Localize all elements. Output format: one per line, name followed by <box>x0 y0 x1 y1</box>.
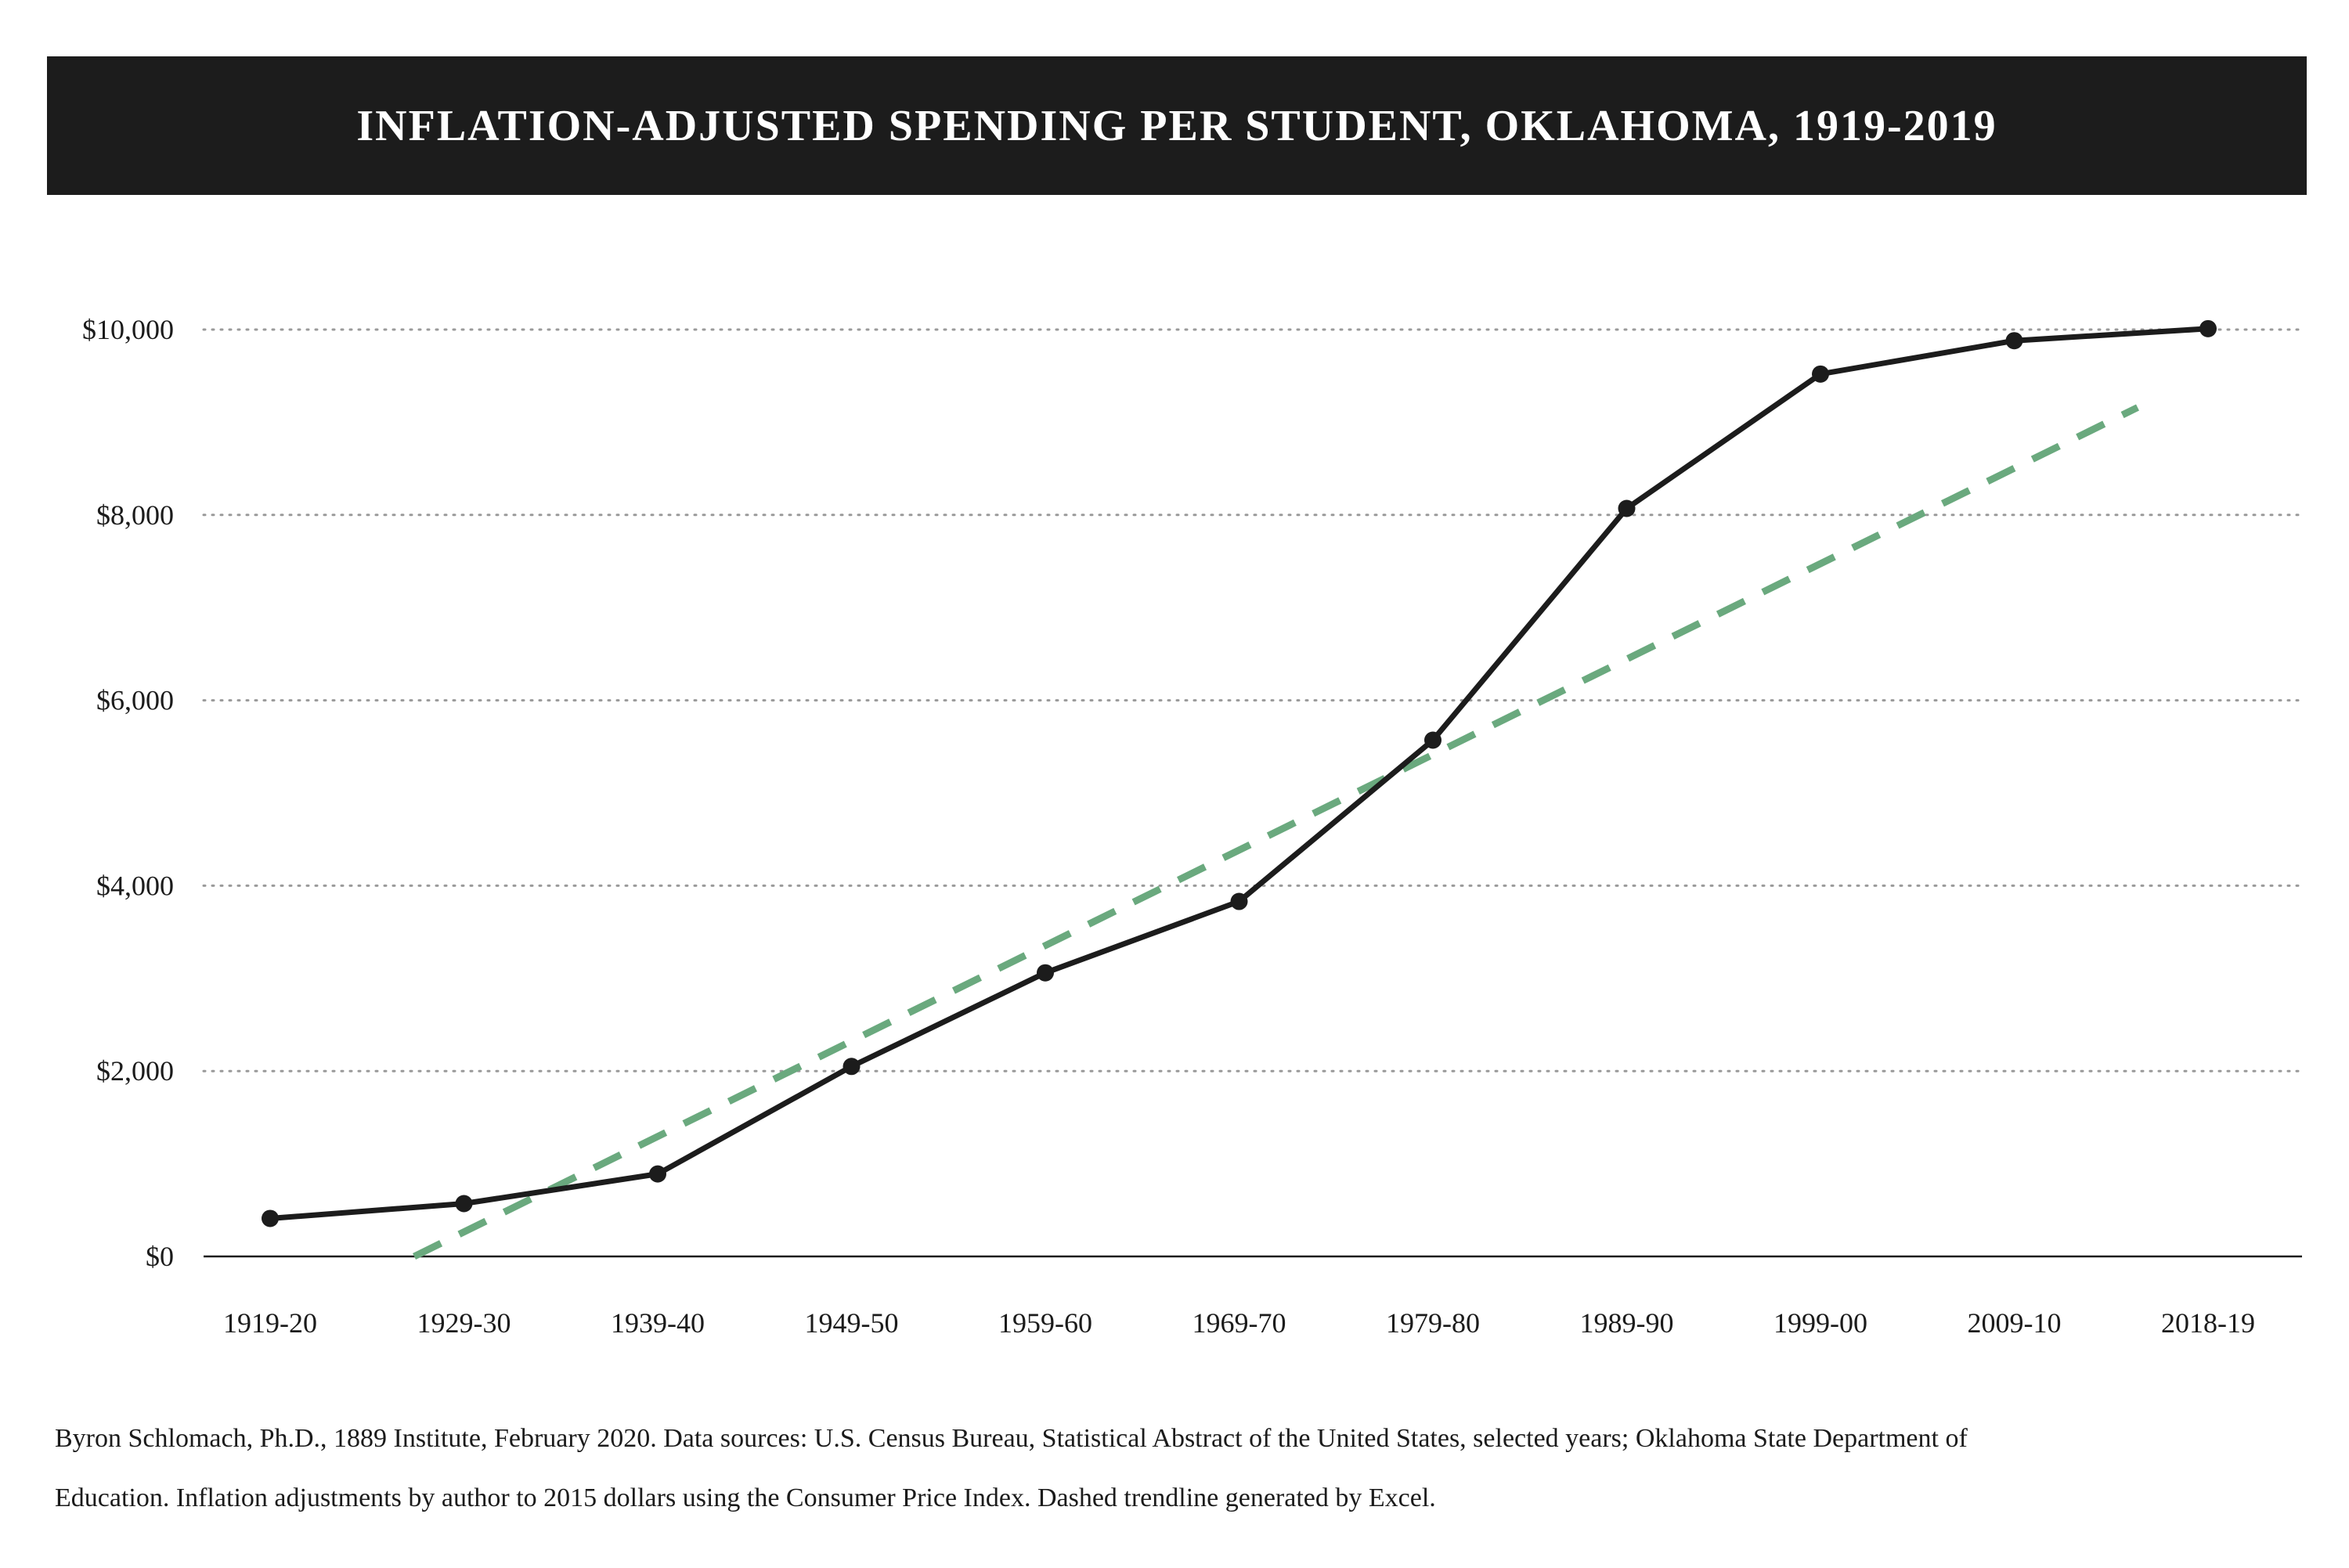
data-point <box>262 1209 279 1227</box>
x-axis: 1919-20 1929-30 1939-40 1949-50 1959-60 1969-… <box>223 1307 2255 1339</box>
gridlines <box>202 328 2304 1072</box>
x-tick-label: 1979-80 <box>1386 1307 1480 1339</box>
x-tick-label: 1919-20 <box>223 1307 317 1339</box>
y-tick-label: $0 <box>146 1241 174 1272</box>
x-tick-label: 1989-90 <box>1580 1307 1674 1339</box>
y-tick-label: $2,000 <box>96 1055 174 1087</box>
data-point <box>1037 964 1054 982</box>
source-footnote: Byron Schlomach, Ph.D., 1889 Institute, … <box>55 1409 2326 1528</box>
data-point <box>455 1195 473 1213</box>
footnote-line-1: Byron Schlomach, Ph.D., 1889 Institute, … <box>55 1424 1968 1453</box>
data-point <box>843 1058 861 1076</box>
x-tick-label: 1999-00 <box>1773 1307 1867 1339</box>
trendline <box>413 404 2139 1260</box>
x-tick-label: 1929-30 <box>417 1307 511 1339</box>
x-tick-label: 2009-10 <box>1968 1307 2062 1339</box>
x-tick-label: 1939-40 <box>611 1307 705 1339</box>
y-tick-label: $6,000 <box>96 685 174 716</box>
y-tick-label: $4,000 <box>96 870 174 901</box>
x-tick-label: 1959-60 <box>998 1307 1092 1339</box>
series-layer <box>262 319 2217 1227</box>
data-point <box>2005 332 2023 350</box>
data-point <box>1618 499 1636 517</box>
x-tick-label: 1969-70 <box>1193 1307 1286 1339</box>
title-bar: INFLATION-ADJUSTED SPENDING PER STUDENT,… <box>47 56 2307 195</box>
data-point <box>2199 319 2217 337</box>
data-point <box>1230 892 1248 910</box>
data-point <box>1424 731 1442 749</box>
chart-title: INFLATION-ADJUSTED SPENDING PER STUDENT,… <box>356 101 1997 150</box>
y-axis: $0 $2,000 $4,000 $6,000 $8,000 $10,000 <box>82 314 2302 1272</box>
footnote-line-2: Education. Inflation adjustments by auth… <box>55 1483 1436 1512</box>
y-tick-label: $8,000 <box>96 499 174 531</box>
data-point <box>1812 365 1829 383</box>
x-tick-label: 1949-50 <box>805 1307 899 1339</box>
trendline-layer <box>413 404 2139 1260</box>
x-tick-label: 2018-19 <box>2161 1307 2255 1339</box>
series-line <box>267 326 2211 1221</box>
y-tick-label: $10,000 <box>82 314 174 345</box>
data-point <box>649 1165 666 1183</box>
